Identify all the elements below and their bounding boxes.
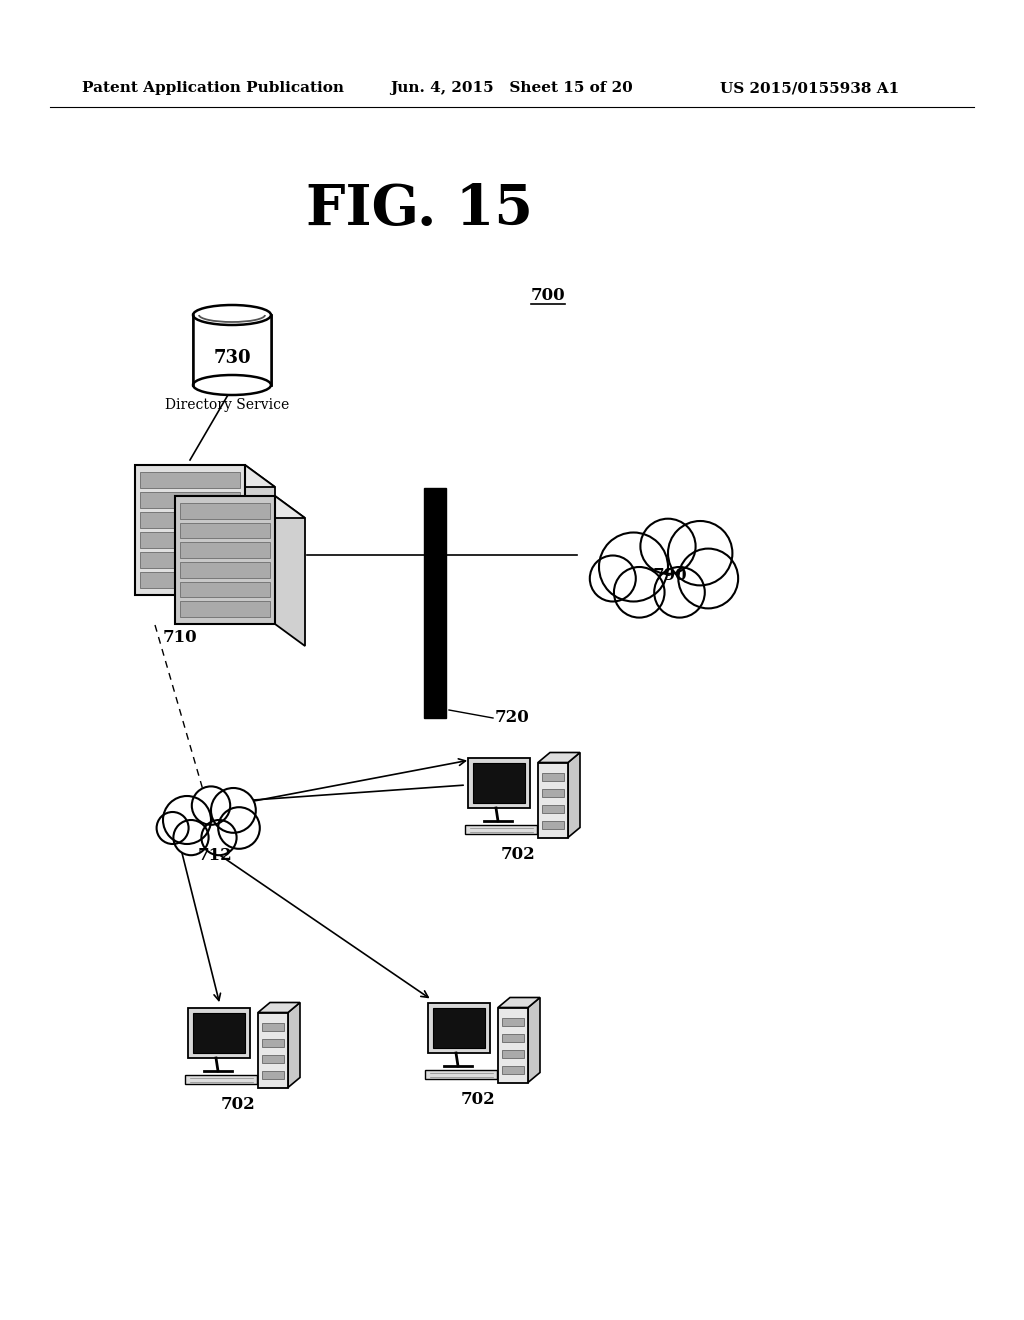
Bar bbox=[188, 1008, 250, 1059]
Circle shape bbox=[590, 556, 636, 602]
Circle shape bbox=[173, 820, 209, 855]
Bar bbox=[425, 1071, 497, 1078]
Polygon shape bbox=[568, 752, 580, 837]
Bar bbox=[193, 315, 271, 385]
Bar bbox=[262, 1055, 284, 1063]
Bar bbox=[140, 512, 240, 528]
Text: 710: 710 bbox=[163, 630, 198, 647]
Bar bbox=[498, 1007, 528, 1082]
Bar bbox=[140, 532, 240, 548]
Polygon shape bbox=[275, 496, 305, 645]
Text: 720: 720 bbox=[495, 710, 529, 726]
Bar bbox=[140, 492, 240, 508]
Circle shape bbox=[211, 788, 256, 833]
Bar bbox=[180, 503, 270, 519]
Text: Patent Application Publication: Patent Application Publication bbox=[82, 81, 344, 95]
Text: 700: 700 bbox=[530, 286, 565, 304]
Polygon shape bbox=[135, 465, 275, 487]
Bar bbox=[262, 1071, 284, 1078]
Ellipse shape bbox=[193, 305, 271, 325]
Bar bbox=[180, 562, 270, 578]
Bar bbox=[258, 1012, 288, 1088]
Text: 702: 702 bbox=[220, 1096, 255, 1113]
Polygon shape bbox=[498, 998, 540, 1007]
Circle shape bbox=[202, 820, 237, 855]
Bar bbox=[262, 1039, 284, 1047]
Circle shape bbox=[668, 521, 732, 585]
Bar bbox=[193, 1012, 245, 1053]
Bar bbox=[502, 1034, 524, 1041]
Polygon shape bbox=[538, 752, 580, 763]
Bar bbox=[180, 582, 270, 598]
Text: 730: 730 bbox=[213, 348, 251, 367]
Polygon shape bbox=[175, 496, 305, 517]
Bar bbox=[542, 821, 564, 829]
Bar bbox=[140, 473, 240, 488]
Text: 712: 712 bbox=[198, 846, 232, 863]
Bar bbox=[185, 1074, 257, 1084]
Polygon shape bbox=[245, 465, 275, 616]
Text: FIG. 15: FIG. 15 bbox=[306, 182, 534, 238]
Bar bbox=[180, 523, 270, 539]
Circle shape bbox=[599, 532, 668, 602]
Ellipse shape bbox=[193, 375, 271, 395]
Bar bbox=[502, 1049, 524, 1057]
Text: Directory Service: Directory Service bbox=[165, 399, 289, 412]
Text: 790: 790 bbox=[652, 566, 687, 583]
Circle shape bbox=[654, 568, 705, 618]
Bar bbox=[542, 788, 564, 796]
Text: Jun. 4, 2015   Sheet 15 of 20: Jun. 4, 2015 Sheet 15 of 20 bbox=[390, 81, 633, 95]
Bar bbox=[180, 543, 270, 558]
Bar bbox=[542, 772, 564, 780]
Polygon shape bbox=[528, 998, 540, 1082]
Circle shape bbox=[640, 519, 695, 574]
Bar bbox=[180, 602, 270, 616]
Bar bbox=[502, 1018, 524, 1026]
Bar bbox=[424, 488, 446, 718]
Bar bbox=[140, 572, 240, 587]
Bar bbox=[465, 825, 537, 834]
Text: US 2015/0155938 A1: US 2015/0155938 A1 bbox=[720, 81, 899, 95]
Bar bbox=[542, 804, 564, 813]
Bar bbox=[473, 763, 525, 803]
Circle shape bbox=[678, 549, 738, 609]
Polygon shape bbox=[258, 1002, 300, 1012]
Bar bbox=[433, 1008, 485, 1048]
Circle shape bbox=[163, 796, 211, 843]
Text: 702: 702 bbox=[461, 1092, 496, 1107]
Bar bbox=[502, 1065, 524, 1073]
Bar bbox=[262, 1023, 284, 1031]
Bar bbox=[468, 758, 530, 808]
Polygon shape bbox=[288, 1002, 300, 1088]
Bar bbox=[175, 496, 275, 624]
Circle shape bbox=[157, 812, 188, 843]
Bar bbox=[135, 465, 245, 595]
Text: 702: 702 bbox=[501, 846, 536, 863]
Bar bbox=[428, 1003, 490, 1053]
Circle shape bbox=[218, 808, 260, 849]
Circle shape bbox=[614, 568, 665, 618]
Bar bbox=[538, 763, 568, 837]
Bar bbox=[140, 552, 240, 568]
Circle shape bbox=[191, 787, 230, 825]
